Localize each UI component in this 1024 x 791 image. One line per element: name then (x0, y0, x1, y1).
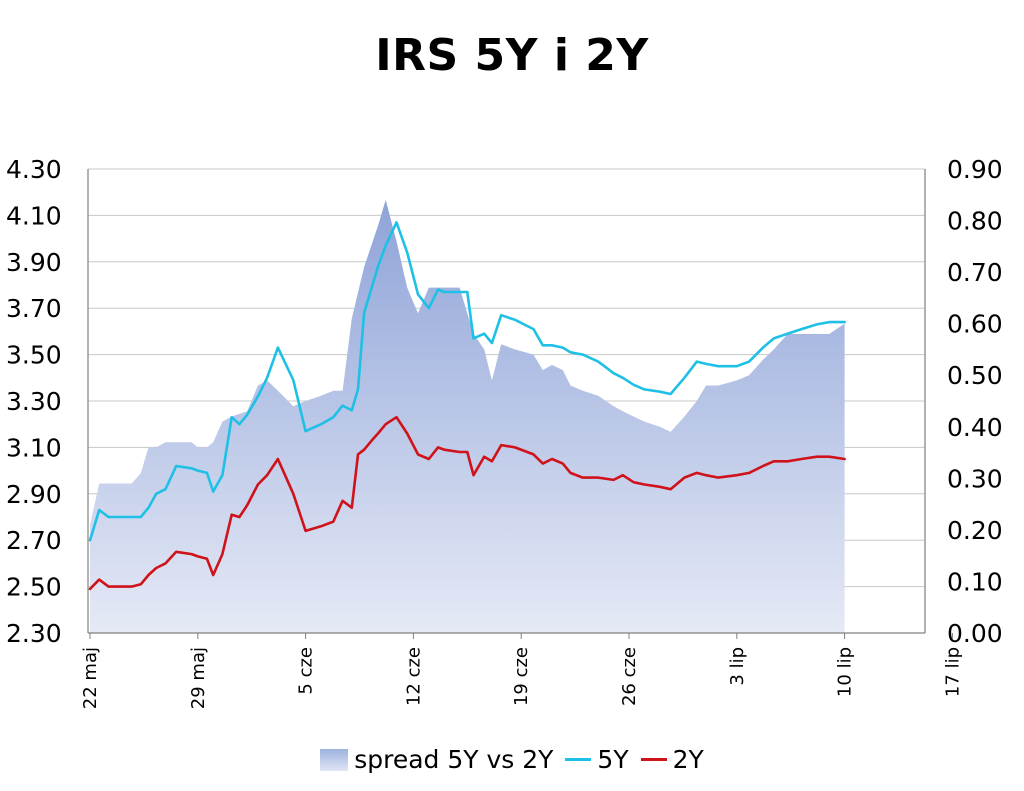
legend-item-5y: 5Y (565, 745, 629, 774)
series-line-5y (88, 221, 846, 542)
line-layer (88, 221, 846, 591)
y-tick-label-right: 0.90 (947, 155, 1003, 184)
y-tick-label-right: 0.00 (947, 619, 1003, 648)
x-tick-label: 29 maj (188, 647, 209, 709)
y-tick-label-left: 4.10 (6, 201, 62, 230)
x-tick-label: 10 lip (835, 647, 856, 697)
legend-swatch-spread (320, 748, 349, 771)
y-tick-label-left: 2.90 (6, 480, 62, 509)
series-line-2y (88, 415, 846, 591)
spread-area-layer (90, 199, 845, 633)
legend-label-spread: spread 5Y vs 2Y (354, 745, 554, 774)
y-tick-label-left: 3.30 (6, 387, 62, 416)
y-tick-label-right: 0.10 (947, 567, 1003, 596)
axes: 2.30 2.50 2.70 2.90 3.10 3.30 3.50 3.70 3.90 4.10… (6, 155, 1003, 709)
y-tick-label-right: 0.40 (947, 413, 1003, 442)
x-tick-label: 5 cze (296, 647, 317, 695)
y-tick-label-left: 3.10 (6, 433, 62, 462)
x-tick-label: 3 lip (727, 647, 748, 686)
y-tick-label-right: 0.30 (947, 464, 1003, 493)
legend-label-5y: 5Y (597, 745, 629, 774)
x-tick-label: 17 lip (942, 647, 963, 697)
series-area-spread (90, 199, 845, 633)
legend-item-spread: spread 5Y vs 2Y (320, 745, 553, 774)
x-tick-label: 22 maj (80, 647, 101, 709)
x-tick-label: 26 cze (619, 647, 640, 706)
x-tick-label: 12 cze (403, 647, 424, 706)
legend-label-2y: 2Y (672, 745, 704, 774)
x-tick-label: 19 cze (511, 647, 532, 706)
legend-swatch-5y (565, 758, 592, 761)
y-tick-label-right: 0.80 (947, 207, 1003, 236)
legend-item-2y: 2Y (640, 745, 704, 774)
y-tick-label-right: 0.60 (947, 310, 1003, 339)
y-tick-label-right: 0.50 (947, 361, 1003, 390)
y-tick-label-left: 4.30 (6, 155, 62, 184)
legend-swatch-2y (640, 758, 667, 761)
y-tick-label-right: 0.70 (947, 258, 1003, 287)
y-tick-label-left: 2.30 (6, 619, 62, 648)
legend: spread 5Y vs 2Y 5Y 2Y (0, 745, 1024, 774)
y-tick-label-left: 3.70 (6, 294, 62, 323)
y-tick-label-right: 0.20 (947, 516, 1003, 545)
y-tick-label-left: 3.90 (6, 248, 62, 277)
y-tick-label-left: 2.70 (6, 526, 62, 555)
y-tick-label-left: 3.50 (6, 341, 62, 370)
chart-title: IRS 5Y i 2Y (375, 30, 649, 81)
y-tick-label-left: 2.50 (6, 573, 62, 602)
